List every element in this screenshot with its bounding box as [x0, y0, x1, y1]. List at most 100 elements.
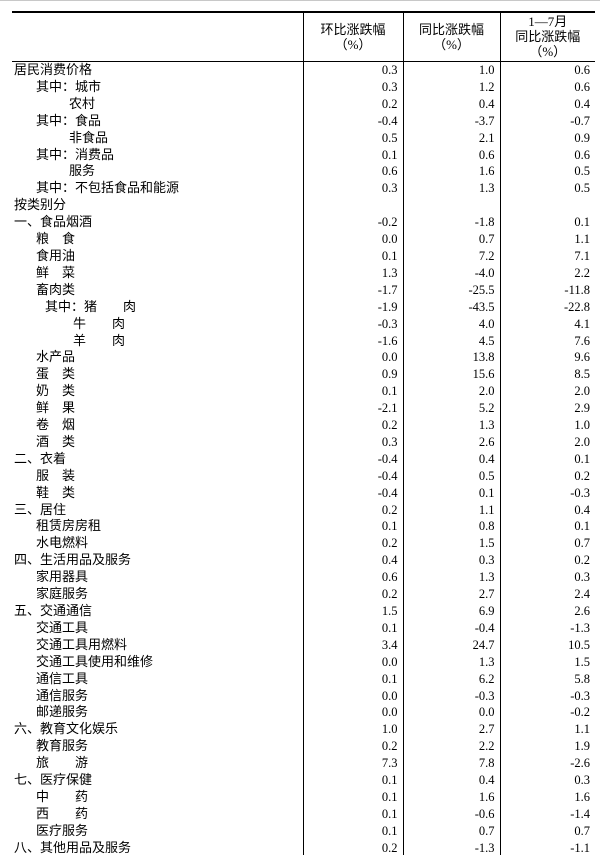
row-label: 鲜 果 — [36, 400, 76, 416]
table-row: 水产品 0.0 13.8 9.6 — [12, 349, 595, 367]
cell-mom: 0.6 — [302, 569, 403, 587]
cell-mom: -1.7 — [302, 281, 403, 299]
table-row: 奶 类 0.1 2.0 2.0 — [12, 383, 595, 401]
row-label: 四、生活用品及服务 — [14, 552, 132, 568]
row-label: 六、教育文化娱乐 — [14, 721, 119, 737]
cell-yoy: 0.0 — [402, 704, 500, 722]
cell-ytd: 0.5 — [499, 163, 595, 181]
cell-yoy: 0.4 — [402, 772, 500, 789]
cell-ytd: 0.1 — [499, 214, 595, 232]
row-label: 租赁房房租 — [36, 518, 102, 534]
cell-yoy: 1.1 — [402, 501, 500, 519]
cell-ytd: -1.4 — [499, 805, 595, 823]
cell-mom: -1.6 — [302, 332, 403, 350]
cell-yoy: 1.5 — [402, 535, 500, 553]
table-row: 食用油 0.1 7.2 7.1 — [12, 247, 595, 265]
cell-ytd: 1.0 — [499, 417, 595, 434]
cell-ytd: 4.1 — [499, 315, 595, 333]
cell-yoy: 0.4 — [402, 95, 500, 113]
row-label: 奶 类 — [36, 383, 76, 399]
cell-ytd: 1.6 — [499, 788, 595, 806]
row-label: 一、食品烟酒 — [14, 214, 93, 230]
cell-yoy: 0.6 — [402, 146, 500, 164]
cell-yoy: 0.7 — [402, 231, 500, 248]
table-row: 七、医疗保健 0.1 0.4 0.3 — [12, 772, 595, 789]
row-label: 家庭服务 — [36, 586, 89, 602]
table-row: 六、教育文化娱乐 1.0 2.7 1.1 — [12, 721, 595, 739]
row-label: 三、居住 — [14, 501, 67, 517]
cell-ytd: 7.1 — [499, 247, 595, 265]
cell-mom: -0.2 — [302, 214, 403, 232]
cell-mom: -0.3 — [302, 315, 403, 333]
cell-ytd: 1.9 — [499, 738, 595, 756]
table-row: 五、交通通信 1.5 6.9 2.6 — [12, 603, 595, 620]
row-label: 八、其他用品及服务 — [14, 839, 132, 855]
cell-mom: 0.3 — [302, 180, 403, 198]
cell-yoy: 1.6 — [402, 163, 500, 181]
cell-mom: 0.1 — [302, 247, 403, 265]
cell-mom: -0.4 — [302, 450, 403, 468]
table-row: 通信工具 0.1 6.2 5.8 — [12, 670, 595, 688]
cell-yoy: -1.3 — [402, 839, 500, 855]
cell-yoy: 2.7 — [402, 586, 500, 603]
cell-mom: 0.0 — [302, 653, 403, 671]
cell-ytd: 0.6 — [499, 78, 595, 96]
cell-mom: 0.6 — [302, 163, 403, 181]
row-label: 食用油 — [36, 247, 76, 263]
cell-ytd: 0.4 — [499, 95, 595, 113]
cell-mom — [302, 197, 403, 215]
cell-yoy: 1.3 — [402, 653, 500, 671]
cell-mom: 0.1 — [302, 805, 403, 823]
table-row: 其中：消费品 0.1 0.6 0.6 — [12, 146, 595, 164]
cell-mom: 0.4 — [302, 552, 403, 570]
cell-ytd: 1.1 — [499, 721, 595, 739]
table-row: 服 装 -0.4 0.5 0.2 — [12, 467, 595, 485]
cell-mom: 7.3 — [302, 755, 403, 773]
table-row: 三、居住 0.2 1.1 0.4 — [12, 501, 595, 519]
cell-mom: 0.2 — [302, 839, 403, 855]
cell-mom: 0.1 — [302, 146, 403, 164]
header-yoy-line2: （%） — [433, 36, 470, 52]
cell-yoy: 7.2 — [402, 247, 500, 265]
table-row: 家庭服务 0.2 2.7 2.4 — [12, 586, 595, 603]
cell-yoy: 2.1 — [402, 129, 500, 147]
cell-ytd: 0.7 — [499, 535, 595, 553]
cell-mom: 0.1 — [302, 518, 403, 536]
row-label: 交通工具 — [36, 619, 89, 635]
row-label: 鞋 类 — [36, 484, 76, 500]
header-mom-line2: （%） — [334, 36, 372, 52]
cell-mom: 0.3 — [302, 433, 403, 451]
table-row: 其中：城市 0.3 1.2 0.6 — [12, 78, 595, 96]
cell-yoy: 1.2 — [402, 78, 500, 96]
table-row: 牛 肉 -0.3 4.0 4.1 — [12, 315, 595, 333]
row-label: 西 药 — [36, 805, 89, 821]
cell-mom: 0.2 — [302, 586, 403, 603]
cell-yoy: 0.3 — [402, 552, 500, 570]
table-row: 通信服务 0.0 -0.3 -0.3 — [12, 687, 595, 705]
cell-yoy: 2.6 — [402, 433, 500, 451]
cell-ytd: 0.3 — [499, 772, 595, 789]
cell-mom: 0.1 — [302, 619, 403, 637]
cell-mom: -1.9 — [302, 298, 403, 316]
cell-ytd: 0.5 — [499, 180, 595, 198]
cell-ytd: -1.1 — [499, 839, 595, 855]
cell-ytd — [499, 197, 595, 215]
cell-mom: 0.1 — [302, 383, 403, 401]
table-row: 医疗服务 0.1 0.7 0.7 — [12, 822, 595, 840]
row-label: 畜肉类 — [36, 281, 76, 297]
header-yoy-change: 同比涨跌幅 （%） — [402, 12, 500, 62]
cell-mom: -0.4 — [302, 484, 403, 502]
cell-yoy: 0.5 — [402, 467, 500, 485]
cell-mom: 0.3 — [302, 78, 403, 96]
row-label: 其中：食品 — [36, 112, 102, 128]
row-label: 羊 肉 — [73, 332, 126, 348]
cell-yoy: 5.2 — [402, 400, 500, 418]
cell-yoy: 0.1 — [402, 484, 500, 502]
cell-yoy: 6.9 — [402, 603, 500, 620]
row-label: 邮递服务 — [36, 704, 89, 720]
cell-yoy: -0.4 — [402, 619, 500, 637]
table-row: 家用器具 0.6 1.3 0.3 — [12, 569, 595, 587]
cpi-table: 环比涨跌幅 （%） 同比涨跌幅 （%） 1—7月 同比涨跌幅（%） 居民消费价格… — [12, 11, 595, 855]
cell-ytd: 0.6 — [499, 146, 595, 164]
